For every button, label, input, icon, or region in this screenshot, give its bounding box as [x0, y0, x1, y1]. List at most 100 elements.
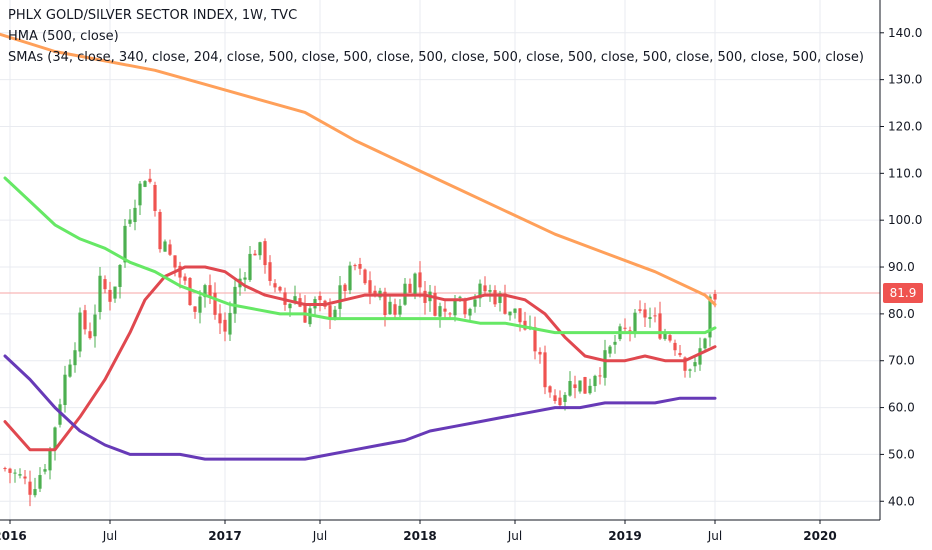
x-tick-label: Jul — [312, 529, 327, 543]
candle-body — [713, 293, 717, 300]
candle — [663, 328, 667, 341]
candle-body — [498, 293, 502, 303]
candle — [508, 311, 512, 321]
candle-body — [278, 286, 282, 291]
candle — [688, 368, 692, 378]
candle-body — [268, 262, 272, 281]
candle — [303, 295, 307, 323]
candle-body — [333, 309, 337, 319]
candle-body — [123, 225, 127, 263]
candle — [438, 302, 442, 328]
legend-hma[interactable]: HMA (500, close) — [8, 29, 119, 44]
candle — [408, 278, 412, 293]
candle — [43, 463, 47, 475]
candle — [258, 241, 262, 260]
candle-body — [463, 299, 467, 315]
candle — [443, 300, 447, 320]
y-tick-label: 90.0 — [888, 260, 915, 274]
candle — [653, 307, 657, 323]
series-line — [3, 265, 717, 452]
candle-body — [193, 306, 197, 312]
candle-body — [558, 397, 562, 406]
candle-body — [153, 184, 157, 211]
candle — [138, 180, 142, 216]
candle-body — [178, 265, 182, 278]
y-tick-label: 50.0 — [888, 447, 915, 461]
candle-body — [373, 290, 377, 297]
candle-body — [358, 263, 362, 269]
y-tick-label: 80.0 — [888, 307, 915, 321]
candle-body — [518, 308, 522, 323]
x-tick-label: Jul — [707, 529, 722, 543]
candle-body — [348, 265, 352, 291]
candle — [608, 345, 612, 358]
y-tick-label: 100.0 — [888, 213, 922, 227]
candle-body — [98, 275, 102, 313]
indicator-lines — [0, 32, 717, 461]
candle — [133, 199, 137, 231]
candle-body — [568, 381, 572, 396]
legend-smas[interactable]: SMAs (34, close, 340, close, 204, close,… — [8, 50, 864, 65]
candle — [153, 181, 157, 217]
candle — [28, 470, 32, 507]
candle — [693, 357, 697, 373]
candle — [128, 209, 132, 227]
x-tick-label: 2017 — [208, 529, 241, 543]
candle — [8, 467, 12, 484]
candle-body — [318, 295, 322, 301]
series-line — [3, 354, 717, 461]
candle — [23, 469, 27, 485]
last-price-tag: 81.9 — [883, 283, 923, 303]
candle — [583, 376, 587, 394]
candle — [418, 261, 422, 298]
candle-body — [18, 474, 22, 476]
y-tick-label: 40.0 — [888, 494, 915, 508]
candle-body — [683, 357, 687, 371]
candle-body — [133, 207, 137, 223]
candle-body — [413, 273, 417, 296]
candle — [643, 302, 647, 328]
candle — [558, 390, 562, 409]
candle-body — [38, 475, 42, 489]
candle — [638, 300, 642, 314]
candle-body — [663, 333, 667, 340]
candle — [513, 308, 517, 319]
candle-body — [253, 253, 257, 256]
candle — [483, 276, 487, 295]
candle-body — [198, 296, 202, 313]
candle-body — [143, 181, 147, 187]
candle — [208, 274, 212, 304]
candle-body — [293, 296, 297, 304]
candle-body — [578, 380, 582, 392]
y-axis[interactable]: 140.0 130.0 120.0 110.0 100.0 90.0 80.0 70.0 60.… — [880, 26, 922, 508]
candle-body — [28, 481, 32, 495]
candle-body — [703, 338, 707, 349]
candle — [358, 257, 362, 275]
x-axis[interactable]: 2016 Jul 2017 Jul 2018 Jul 2019 Jul 2020 — [0, 520, 837, 543]
candle-body — [118, 265, 122, 287]
candle-body — [688, 369, 692, 371]
candle — [353, 263, 357, 271]
candle — [183, 273, 187, 285]
candle-body — [328, 305, 332, 318]
candle — [568, 371, 572, 397]
candle — [83, 304, 87, 335]
candle — [678, 344, 682, 358]
y-tick-label: 110.0 — [888, 166, 922, 180]
candle-body — [633, 312, 637, 335]
y-tick-label: 70.0 — [888, 354, 915, 368]
series-line — [0, 32, 717, 306]
candle-body — [493, 290, 497, 305]
y-tick-label: 120.0 — [888, 119, 922, 133]
candle — [223, 312, 227, 342]
candle — [108, 281, 112, 311]
candle — [533, 316, 537, 360]
candle — [648, 307, 652, 328]
chart-title[interactable]: PHLX GOLD/SILVER SECTOR INDEX, 1W, TVC — [8, 8, 298, 23]
candle-body — [438, 306, 442, 317]
candle-body — [483, 285, 487, 292]
candle-body — [383, 291, 387, 316]
x-tick-label: 2016 — [0, 529, 27, 543]
candle — [708, 294, 712, 347]
